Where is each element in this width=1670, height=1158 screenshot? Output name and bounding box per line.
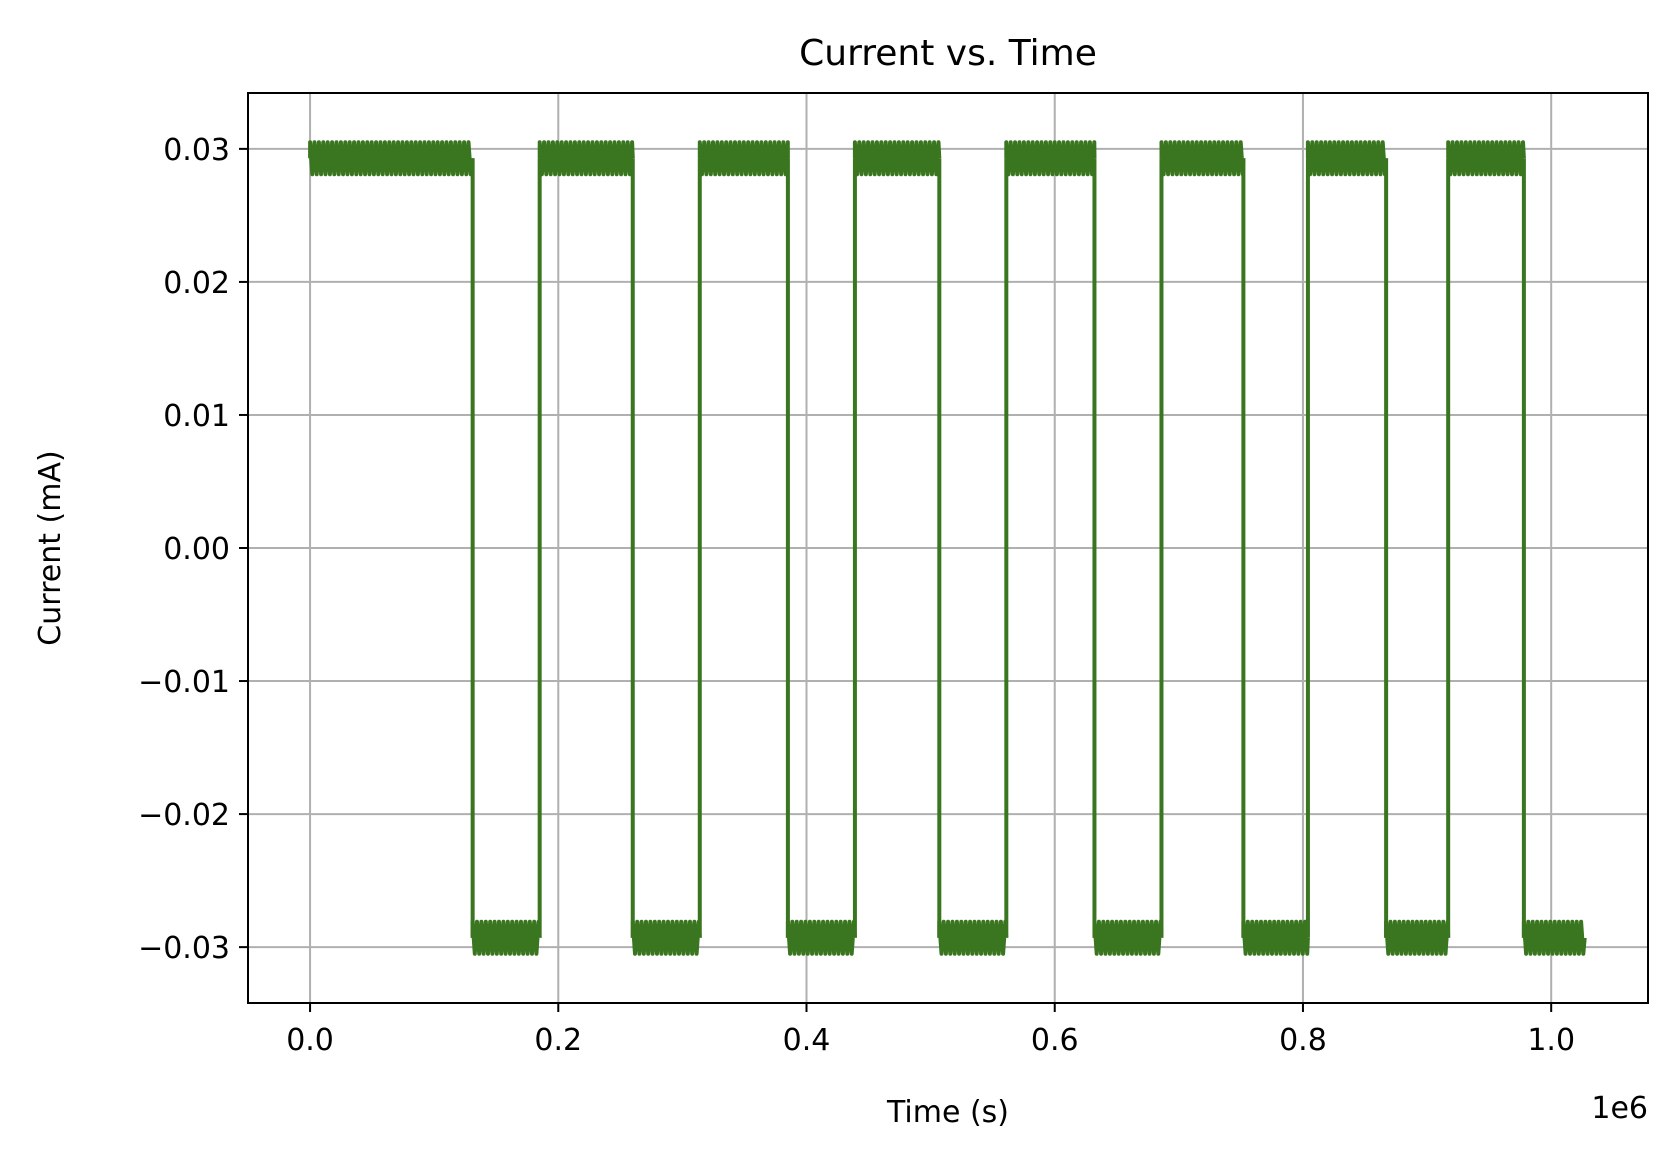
current-plateau [697,140,790,177]
y-tick-label: −0.02 [138,798,230,833]
x-axis-label: Time (s) [886,1095,1009,1130]
x-axis-offset-label: 1e6 [1591,1091,1648,1126]
y-tick-label: 0.03 [163,133,230,168]
x-tick-label: 0.4 [783,1023,831,1058]
x-tick-label: 0.2 [534,1023,582,1058]
current-plateau [1004,140,1097,177]
x-tick-label: 1.0 [1527,1023,1575,1058]
grid [248,93,1648,1003]
chart-title: Current vs. Time [799,33,1097,74]
data-series [308,140,1587,956]
current-plateau [937,919,1009,956]
current-plateau [308,140,475,177]
current-plateau [852,140,942,177]
y-tick-label: 0.00 [163,532,230,567]
y-axis-label: Current (mA) [33,450,68,645]
current-plateau [1092,919,1164,956]
y-tick-label: −0.03 [138,931,230,966]
x-tick-label: 0.8 [1279,1023,1327,1058]
x-tick-label: 0.6 [1031,1023,1079,1058]
y-tick-label: 0.01 [163,399,230,434]
y-tick-label: 0.02 [163,266,230,301]
current-plateau [1159,140,1246,177]
current-plateau [1241,919,1310,956]
x-tick-label: 0.0 [286,1023,334,1058]
current-plateau [537,140,635,177]
y-tick-label: −0.01 [138,665,230,700]
current-plateau [630,919,702,956]
current-plateau [470,919,542,956]
current-plateau [785,919,857,956]
current-plateau [1446,140,1526,177]
ticks: 0.0 0.2 0.4 0.6 0.8 1.0 0.03 0.02 0.01 0.00 −0.01 −… [138,133,1575,1058]
current-plateau [1384,919,1451,956]
current-plateau [1521,919,1587,956]
current-plateau [1305,140,1389,177]
